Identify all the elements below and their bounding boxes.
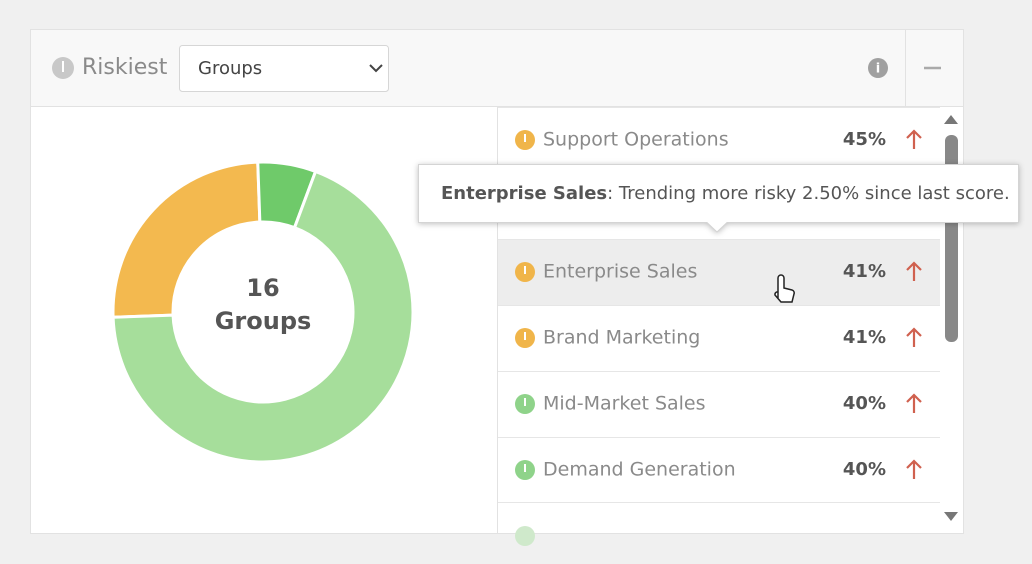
trend-arrow [906,129,922,149]
row-value: 40% [843,393,886,414]
donut-center-label: Groups [215,307,312,335]
info-icon[interactable] [868,58,888,78]
row-name: Demand Generation [543,459,736,481]
row-value: 45% [843,129,886,150]
tooltip-text: Enterprise Sales: Trending more risky 2.… [441,183,1010,204]
row-icon [515,526,535,546]
row-value: 41% [843,261,886,282]
scroll-up[interactable] [944,115,958,124]
group-select[interactable] [179,45,389,92]
row-name: Mid-Market Sales [543,393,706,415]
info-glyph[interactable]: i [876,62,880,77]
row-highlight [498,239,940,305]
row-name: Enterprise Sales [543,261,697,283]
scroll-down[interactable] [944,512,958,521]
row-value: 41% [843,327,886,348]
row-name: Brand Marketing [543,327,700,349]
row-value: 40% [843,459,886,480]
tooltip [418,164,1019,233]
tooltip-body: : Trending more risky 2.50% since last s… [607,183,1010,204]
trend-arrow [906,459,922,479]
donut-segment [111,169,415,464]
trend-arrow [906,327,922,347]
group-list: Support Operations 45% Enterprise Sales 41%… [498,107,940,481]
trend-arrow [906,393,922,413]
tooltip-box [418,164,1019,233]
tooltip-title: Enterprise Sales [441,183,607,204]
donut-chart [111,160,415,464]
donut-center-value: 16 [246,274,279,302]
trend-arrow [906,261,922,281]
panel-title: Riskiest [82,55,168,80]
cursor [774,274,795,303]
select-value[interactable]: Groups [198,58,262,79]
select-caret[interactable] [369,64,383,73]
panel-header [31,30,963,106]
row-name: Support Operations [543,129,729,151]
donut-segment [111,160,262,319]
